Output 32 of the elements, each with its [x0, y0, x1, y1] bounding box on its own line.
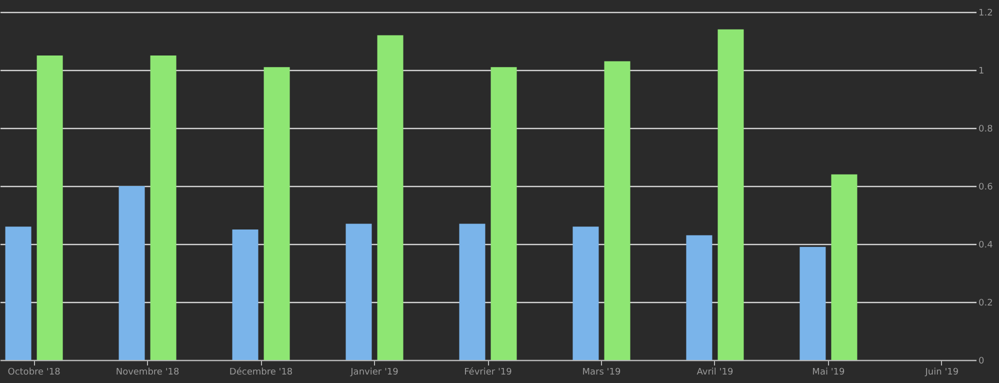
bar: [490, 67, 517, 360]
x-tick-label: Avril '19: [696, 368, 734, 378]
y-tick-label: 0.6: [978, 182, 994, 192]
bar: [150, 56, 176, 360]
bar: [232, 230, 258, 360]
bar: [718, 29, 744, 360]
y-tick-label: 0.4: [978, 240, 994, 250]
y-tick-label: 0.8: [978, 124, 994, 134]
x-tick-label: Mars '19: [582, 368, 621, 378]
x-tick-label: Juin '19: [924, 368, 959, 378]
x-tick-label: Décembre '18: [229, 366, 293, 378]
x-tick-label: Février '19: [464, 366, 512, 378]
bar: [377, 35, 404, 360]
bar: [572, 226, 599, 360]
bar: [118, 186, 145, 360]
x-tick-label: Janvier '19: [350, 368, 399, 378]
x-tick-label: Octobre '18: [8, 368, 61, 378]
bar: [5, 226, 32, 360]
y-tick-label: 1.2: [978, 8, 993, 18]
x-tick-label: Mai '19: [812, 368, 846, 378]
y-tick-label: 0.2: [978, 298, 993, 308]
y-tick-label: 1: [978, 66, 984, 76]
x-tick-label: Novembre '18: [116, 368, 180, 378]
y-tick-label: 0: [978, 356, 984, 366]
bar: [264, 67, 290, 360]
bar: [459, 224, 486, 360]
bar: [800, 246, 826, 360]
bar: [831, 174, 858, 360]
bar: [604, 61, 630, 360]
bar: [346, 224, 372, 360]
bar: [686, 235, 712, 360]
bar: [36, 56, 63, 360]
